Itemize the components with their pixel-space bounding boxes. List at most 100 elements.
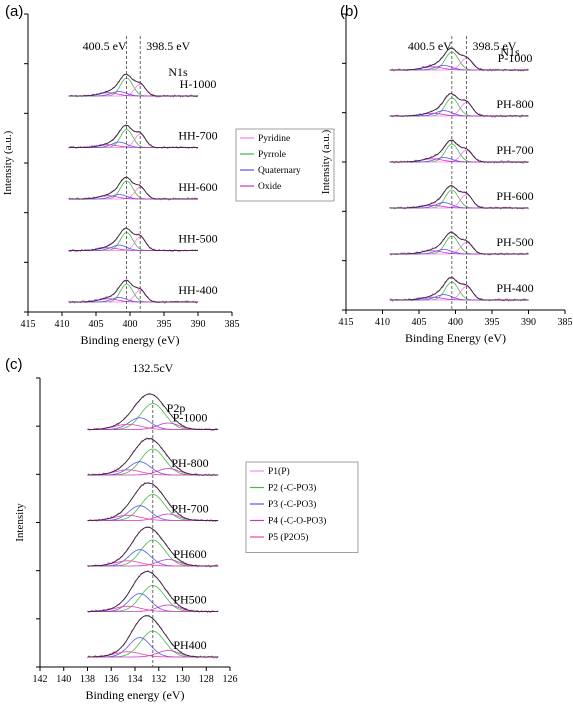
- reference-line-label: 400.5 eV: [408, 39, 452, 53]
- sample-label: PH-800: [171, 456, 208, 470]
- reference-line-label: 398.5 eV: [146, 39, 190, 53]
- sample-label: PH-600: [496, 189, 533, 203]
- legend-entry: P1(P): [268, 466, 290, 477]
- sample-label: PH-400: [496, 281, 533, 295]
- y-axis-title: Intensity (a.u.): [2, 130, 14, 195]
- spectrum-label: P2p: [167, 401, 186, 415]
- fit-component-curve: [389, 110, 529, 117]
- envelope-curve: [389, 47, 529, 71]
- chart-panel-1: (a) 415 410 405 400 395 390 385 Binding energy (…: [2, 3, 335, 347]
- spectrum-trace: [389, 138, 529, 164]
- x-tick-label: 138: [80, 674, 95, 685]
- x-tick-label: 134: [128, 674, 143, 685]
- panel-label: (a): [5, 3, 23, 20]
- legend-entry: Pyridine: [258, 134, 290, 144]
- spectrum-trace: [389, 276, 529, 302]
- sample-label: HH-600: [178, 180, 217, 194]
- legend-entry: Oxide: [258, 182, 281, 192]
- envelope-curve: [389, 185, 529, 209]
- envelope-curve: [389, 139, 529, 163]
- sample-label: HH-700: [178, 129, 217, 143]
- y-axis-title: Intensity (a.u.): [320, 129, 332, 194]
- legend-box: [245, 461, 359, 553]
- envelope-curve: [87, 615, 219, 658]
- raw-data-curve: [68, 124, 199, 150]
- spectrum-label: N1s: [168, 65, 188, 79]
- x-tick-label: 405: [412, 317, 427, 328]
- x-tick-label: 410: [375, 317, 390, 328]
- x-axis-title: Binding Energy (eV): [405, 331, 506, 345]
- x-tick-label: 390: [191, 319, 206, 330]
- x-axis-title: Binding energy (eV): [85, 688, 184, 702]
- spectrum-trace: [68, 227, 199, 253]
- spectrum-trace: [389, 231, 529, 256]
- spectrum-trace: [87, 392, 219, 432]
- raw-data-curve: [389, 184, 529, 210]
- spectrum-trace: [68, 73, 199, 98]
- sample-label: P-1000: [498, 51, 533, 65]
- spectrum-trace: [68, 176, 199, 201]
- legend-entry: P3 (-C-PO3): [268, 499, 316, 510]
- x-tick-label: 142: [33, 674, 48, 685]
- chart-panel-3: (c) 142 140 138 136 134 132 130 128 126 Binding en…: [5, 356, 359, 702]
- envelope-curve: [389, 93, 529, 117]
- sample-label: PH600: [173, 547, 206, 561]
- reference-line-label: 400.5 eV: [83, 39, 127, 53]
- sample-label: PH400: [173, 638, 206, 652]
- x-tick-label: 395: [485, 317, 500, 328]
- envelope-curve: [68, 279, 198, 303]
- envelope-curve: [389, 277, 529, 301]
- spectrum-trace: [68, 279, 199, 304]
- sample-label: PH-700: [496, 143, 533, 157]
- envelope-curve: [87, 438, 219, 476]
- x-tick-label: 410: [55, 319, 70, 330]
- legend-entry: Pyrrole: [258, 150, 286, 160]
- envelope-curve: [68, 73, 198, 97]
- sample-label: HH-500: [178, 232, 217, 246]
- x-tick-label: 405: [89, 319, 104, 330]
- sample-label: PH-800: [496, 97, 533, 111]
- x-tick-label: 385: [558, 317, 573, 328]
- x-tick-label: 390: [521, 317, 536, 328]
- spectrum-trace: [389, 46, 529, 72]
- sample-label: PH-500: [496, 235, 533, 249]
- panel-label: (b): [340, 3, 358, 20]
- x-tick-label: 415: [339, 317, 354, 328]
- y-axis-title: Intensity: [14, 503, 26, 542]
- spectrum-trace: [389, 184, 529, 210]
- x-tick-label: 128: [199, 674, 214, 685]
- raw-data-curve: [389, 46, 529, 72]
- legend-entry: P4 (-C-O-PO3): [268, 516, 326, 527]
- envelope-curve: [389, 231, 529, 255]
- x-tick-label: 140: [56, 674, 71, 685]
- x-tick-label: 136: [104, 674, 119, 685]
- envelope-curve: [68, 176, 198, 200]
- x-tick-label: 385: [225, 319, 240, 330]
- fit-component-curve: [68, 77, 198, 97]
- x-axis-title: Binding energy (eV): [80, 333, 179, 347]
- sample-label: HH-400: [178, 283, 217, 297]
- fit-component-curve: [68, 141, 198, 148]
- spectrum-trace: [389, 92, 529, 118]
- legend-box: [235, 128, 335, 202]
- spectrum-trace: [68, 124, 199, 150]
- sample-label: PH500: [173, 593, 206, 607]
- legend-entry: Quaternary: [258, 166, 301, 176]
- x-tick-label: 130: [175, 674, 190, 685]
- spectrum-trace: [87, 482, 219, 523]
- sample-label: H-1000: [180, 77, 217, 91]
- x-tick-label: 132: [151, 674, 166, 685]
- x-tick-label: 395: [157, 319, 172, 330]
- x-tick-label: 400: [123, 319, 138, 330]
- raw-data-curve: [389, 276, 529, 302]
- sample-label: PH-700: [171, 502, 208, 516]
- envelope-curve: [68, 124, 198, 148]
- x-tick-label: 415: [21, 319, 36, 330]
- spectrum-label: N1s: [500, 45, 520, 59]
- legend-entry: P5 (P2O5): [268, 532, 308, 543]
- envelope-curve: [87, 393, 219, 430]
- envelope-curve: [68, 227, 198, 251]
- x-tick-label: 400: [448, 317, 463, 328]
- legend-entry: P2 (-C-PO3): [268, 483, 316, 494]
